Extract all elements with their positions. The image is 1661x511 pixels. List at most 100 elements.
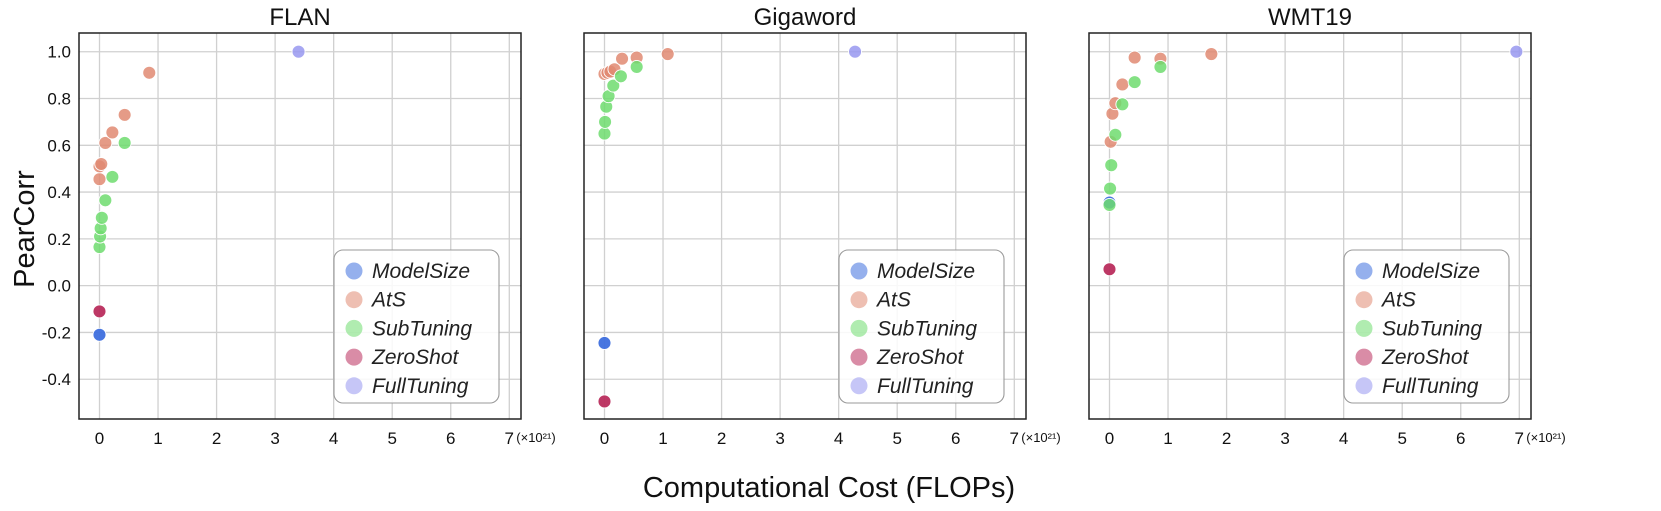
data-point-ats [117,107,132,122]
x-tick-label: 6 [1456,429,1465,448]
y-tick-label: -0.4 [42,370,71,389]
x-scale-label: (×10²¹) [1526,430,1565,445]
panel-title: Gigaword [754,4,857,31]
data-point-ats [1204,47,1219,62]
legend-marker-zeroshot [850,348,868,366]
data-point-subtuning [1153,59,1168,74]
data-point-fulltuning [291,44,306,59]
data-point-subtuning [1127,75,1142,90]
legend-label-ats: AtS [1380,289,1416,312]
legend-marker-fulltuning [1355,377,1373,395]
x-scale-label: (×10²¹) [1021,430,1060,445]
data-point-subtuning [1103,181,1118,196]
legend-label-ats: AtS [370,289,406,312]
x-tick-label: 6 [446,429,455,448]
data-point-fulltuning [1509,44,1524,59]
legend-marker-ats [1355,291,1373,309]
legend-label-ats: AtS [875,289,911,312]
legend-marker-modelsize [850,262,868,280]
legend-box [333,249,500,404]
x-tick-label: 1 [153,429,162,448]
legend: ModelSize AtS SubTuning ZeroShot FullTuning [333,249,500,404]
x-tick-label: 4 [329,429,338,448]
legend-label-subtuning: SubTuning [1382,317,1482,340]
legend-label-zeroshot: ZeroShot [1381,346,1470,369]
x-tick-label: 6 [951,429,960,448]
y-tick-label: -0.2 [42,323,71,342]
data-point-modelsize [92,327,107,342]
y-tick-label: 0.4 [47,183,71,202]
x-tick-label: 0 [600,429,609,448]
x-tick-label: 4 [1339,429,1348,448]
data-point-ats [94,157,109,171]
legend-marker-ats [345,291,363,309]
legend-label-zeroshot: ZeroShot [876,346,965,369]
data-point-zeroshot [92,304,107,319]
legend-box [838,249,1005,404]
legend-marker-zeroshot [345,348,363,366]
data-point-subtuning [598,114,613,129]
x-axis-label: Computational Cost (FLOPs) [643,472,1015,504]
data-point-subtuning [613,69,628,84]
data-point-ats [1115,77,1130,92]
x-tick-label: 2 [717,429,726,448]
legend-marker-modelsize [1355,262,1373,280]
data-point-ats [660,47,675,62]
data-point-subtuning [94,210,109,225]
data-point-subtuning [597,126,612,141]
legend-label-fulltuning: FullTuning [372,375,469,398]
x-tick-label: 4 [834,429,843,448]
legend-label-fulltuning: FullTuning [877,375,974,398]
legend-marker-modelsize [345,262,363,280]
plot-frame [583,32,1027,420]
x-tick-label: 5 [892,429,901,448]
legend-label-modelsize: ModelSize [372,260,470,283]
panel-flan: FLAN 0 1 2 3 4 5 6 7 (×10²¹) 1.0 0.8 0.6 0.4 0.2 0.0 -0.… [42,4,556,448]
data-point-subtuning [105,169,120,184]
data-point-modelsize [597,336,612,350]
y-tick-label: 0.8 [47,90,71,109]
y-tick-label: 0.2 [47,230,71,249]
data-point-ats [1127,50,1142,65]
x-tick-label: 1 [1163,429,1172,448]
x-tick-label: 1 [658,429,667,448]
data-point-ats [92,172,107,187]
legend-marker-fulltuning [850,377,868,395]
x-tick-label: 7 [505,429,514,448]
data-point-zeroshot [1102,262,1117,277]
legend-marker-ats [850,291,868,309]
legend-label-subtuning: SubTuning [877,317,977,340]
data-point-ats [105,125,120,140]
legend-marker-fulltuning [345,377,363,395]
x-tick-label: 3 [1280,429,1289,448]
x-tick-label: 3 [270,429,279,448]
legend-label-modelsize: ModelSize [1382,260,1480,283]
data-point-ats [142,65,157,80]
data-point-subtuning [117,136,132,150]
plot-frame [1088,32,1532,420]
legend-marker-subtuning [850,319,868,337]
legend-label-subtuning: SubTuning [372,317,472,340]
x-tick-label: 3 [775,429,784,448]
data-point-subtuning [606,78,621,93]
y-tick-label: 0.6 [47,136,71,155]
x-tick-label: 7 [1010,429,1019,448]
data-point-subtuning [629,59,644,74]
panel-gigaword: Gigaword 0 1 2 3 4 5 6 7 (×10²¹) ModelSize AtS SubTu… [583,4,1061,448]
panel-title: WMT19 [1268,4,1352,31]
legend-label-modelsize: ModelSize [877,260,975,283]
legend: ModelSize AtS SubTuning ZeroShot FullTuning [1343,249,1510,404]
data-point-subtuning [1115,97,1130,112]
x-tick-label: 7 [1515,429,1524,448]
data-point-subtuning [98,193,113,208]
y-axis-label: PearCorr [9,170,41,288]
data-point-subtuning [1104,158,1119,173]
data-point-subtuning [1102,197,1117,212]
legend-label-zeroshot: ZeroShot [371,346,460,369]
x-tick-label: 2 [1222,429,1231,448]
data-point-subtuning [1108,127,1123,142]
legend-marker-subtuning [345,319,363,337]
data-point-zeroshot [597,394,612,409]
panel-wmt19: WMT19 0 1 2 3 4 5 6 7 (×10²¹) ModelSize AtS SubTunin… [1088,4,1566,448]
legend-label-fulltuning: FullTuning [1382,375,1479,398]
